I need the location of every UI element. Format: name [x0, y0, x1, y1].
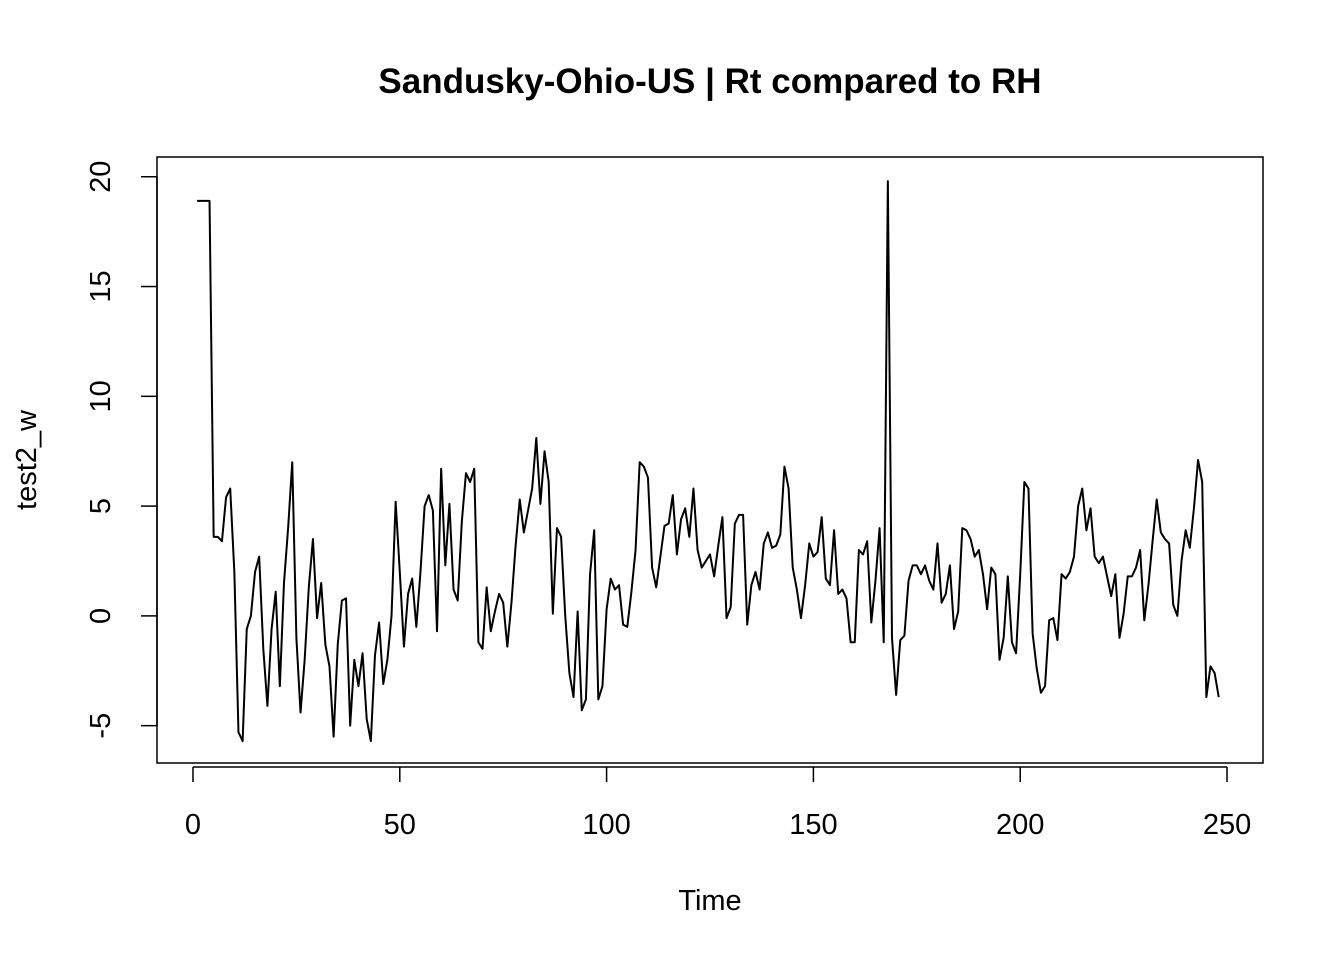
chart-title: Sandusky-Ohio-US | Rt compared to RH — [378, 62, 1041, 101]
y-tick-label: 0 — [85, 608, 117, 624]
y-tick-label: 10 — [85, 380, 117, 412]
y-tick-label: 15 — [85, 270, 117, 302]
y-axis-label: test2_w — [11, 409, 43, 510]
x-tick-label: 50 — [384, 809, 416, 841]
x-tick-label: 250 — [1203, 809, 1251, 841]
y-tick-label: 5 — [85, 498, 117, 514]
x-tick-label: 150 — [789, 809, 837, 841]
y-tick-label: -5 — [85, 713, 117, 739]
y-axis: -5 0 5 10 15 20 — [85, 161, 158, 739]
x-axis-label: Time — [678, 885, 741, 917]
x-tick-label: 100 — [582, 809, 630, 841]
series-line — [197, 180, 1220, 743]
series-points — [197, 181, 1219, 741]
x-axis: 0 50 100 150 200 250 — [185, 766, 1251, 841]
x-tick-label: 200 — [996, 809, 1044, 841]
x-tick-label: 0 — [185, 809, 201, 841]
plot-frame — [156, 156, 1264, 764]
y-tick-label: 20 — [85, 161, 117, 193]
